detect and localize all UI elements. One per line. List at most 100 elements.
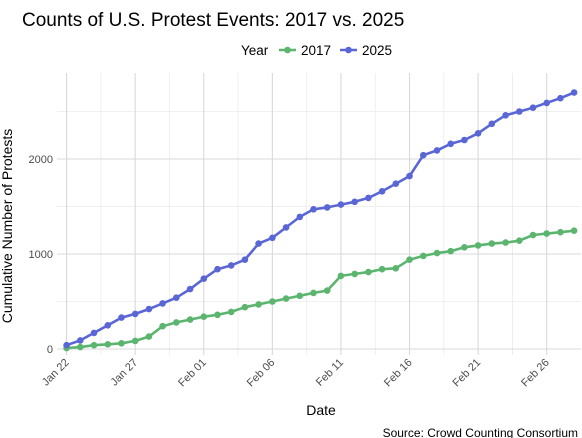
data-point-2025 bbox=[90, 329, 98, 337]
legend-item-2025: 2025 bbox=[340, 43, 392, 58]
chart-title: Counts of U.S. Protest Events: 2017 vs. … bbox=[22, 10, 404, 31]
data-point-2025 bbox=[159, 300, 166, 307]
y-axis-title: Cumulative Number of Protests bbox=[0, 129, 15, 324]
data-point-2017 bbox=[77, 343, 84, 351]
data-point-2025 bbox=[365, 194, 372, 202]
data-point-2025 bbox=[77, 337, 84, 344]
series-2025 bbox=[63, 89, 578, 349]
data-point-2017 bbox=[557, 228, 564, 236]
data-point-2017 bbox=[351, 270, 359, 278]
data-point-2025 bbox=[461, 136, 468, 144]
data-point-2017 bbox=[392, 265, 400, 272]
data-point-2017 bbox=[227, 308, 235, 316]
data-point-2025 bbox=[173, 294, 180, 302]
data-point-2017 bbox=[186, 316, 194, 323]
data-point-2017 bbox=[323, 287, 331, 294]
data-point-2025 bbox=[529, 104, 537, 111]
data-point-2025 bbox=[420, 151, 427, 159]
data-point-2017 bbox=[474, 242, 482, 249]
data-point-2025 bbox=[433, 147, 441, 154]
data-point-2017 bbox=[447, 247, 455, 255]
data-point-2025 bbox=[351, 198, 359, 206]
data-point-2017 bbox=[570, 227, 578, 234]
data-point-2025 bbox=[570, 89, 578, 96]
chart-caption: Source: Crowd Counting Consortium bbox=[383, 426, 578, 438]
data-point-2017 bbox=[310, 289, 317, 297]
data-point-2025 bbox=[104, 322, 112, 329]
data-point-2017 bbox=[420, 252, 427, 260]
x-axis-title: Date bbox=[306, 402, 336, 418]
data-point-2025 bbox=[406, 172, 413, 180]
x-tick-label: Jan 27 bbox=[108, 357, 140, 389]
data-point-2017 bbox=[378, 265, 386, 273]
data-point-2025 bbox=[337, 201, 345, 208]
data-point-2017 bbox=[433, 249, 441, 257]
x-tick-label: Feb 01 bbox=[176, 357, 209, 390]
data-point-2017 bbox=[543, 230, 550, 237]
series-line-2017 bbox=[65, 229, 576, 350]
data-point-2025 bbox=[296, 213, 304, 221]
data-point-2017 bbox=[255, 301, 262, 308]
data-point-2025 bbox=[543, 99, 550, 107]
data-point-2025 bbox=[269, 234, 276, 242]
data-point-2017 bbox=[131, 337, 139, 345]
legend-title: Year bbox=[241, 43, 269, 58]
data-point-2017 bbox=[173, 319, 180, 326]
y-tick-label: 2000 bbox=[29, 154, 53, 166]
data-point-2017 bbox=[516, 237, 523, 244]
data-point-2025 bbox=[282, 224, 290, 231]
x-tick-label: Jan 22 bbox=[40, 357, 72, 389]
data-point-2017 bbox=[337, 272, 345, 280]
grid bbox=[57, 73, 581, 355]
data-point-2025 bbox=[214, 265, 221, 273]
data-point-2025 bbox=[502, 112, 509, 119]
data-point-2017 bbox=[104, 341, 112, 348]
data-point-2025 bbox=[131, 310, 139, 318]
data-point-2017 bbox=[200, 313, 208, 321]
data-point-2025 bbox=[145, 305, 153, 313]
x-tick-label: Feb 06 bbox=[245, 357, 278, 390]
data-point-2017 bbox=[529, 231, 537, 239]
data-point-2017 bbox=[269, 298, 276, 305]
data-point-2017 bbox=[90, 341, 98, 349]
data-point-2025 bbox=[447, 140, 455, 148]
data-point-2017 bbox=[241, 303, 249, 311]
data-point-2025 bbox=[474, 130, 482, 137]
x-tick-label: Feb 21 bbox=[451, 357, 484, 390]
data-point-2025 bbox=[63, 341, 70, 349]
tick-layer: 0 1000 2000 Jan 22 Jan 27 Feb 01 Feb 06 Feb 11 F… bbox=[29, 154, 552, 389]
legend: Year 2017 2025 bbox=[241, 43, 392, 58]
data-point-2017 bbox=[282, 295, 290, 302]
legend-item-2017: 2017 bbox=[279, 43, 331, 58]
data-point-2017 bbox=[406, 256, 413, 264]
data-point-2025 bbox=[488, 120, 496, 128]
y-tick-label: 0 bbox=[47, 344, 53, 356]
y-tick-label: 1000 bbox=[29, 249, 53, 261]
x-tick-label: Feb 16 bbox=[382, 357, 415, 390]
data-point-2025 bbox=[241, 256, 249, 264]
x-tick-label: Feb 11 bbox=[314, 357, 346, 389]
data-point-2025 bbox=[255, 240, 262, 247]
series-layer bbox=[63, 89, 578, 352]
x-tick-label: Feb 26 bbox=[519, 357, 552, 390]
series-2017 bbox=[63, 227, 578, 352]
data-point-2025 bbox=[378, 188, 386, 195]
data-point-2017 bbox=[365, 268, 372, 276]
legend-key-point-2017 bbox=[284, 46, 291, 54]
data-point-2017 bbox=[296, 292, 304, 300]
series-line-2025 bbox=[65, 91, 576, 347]
data-point-2017 bbox=[461, 244, 468, 251]
data-point-2017 bbox=[488, 240, 496, 247]
data-point-2017 bbox=[145, 333, 153, 340]
data-point-2025 bbox=[392, 180, 400, 187]
data-point-2025 bbox=[310, 206, 317, 213]
data-point-2025 bbox=[557, 94, 564, 102]
legend-label-2025: 2025 bbox=[362, 43, 392, 58]
data-point-2017 bbox=[159, 322, 166, 330]
data-point-2025 bbox=[118, 314, 125, 321]
data-point-2025 bbox=[227, 262, 235, 269]
data-point-2025 bbox=[323, 204, 331, 211]
data-point-2017 bbox=[502, 239, 509, 246]
legend-label-2017: 2017 bbox=[301, 43, 331, 58]
